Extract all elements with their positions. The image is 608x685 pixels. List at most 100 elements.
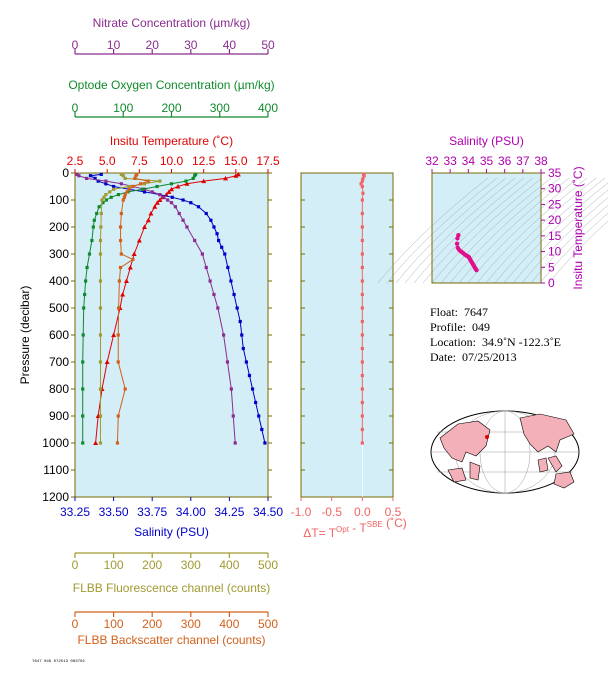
nitrate-point — [231, 414, 235, 418]
oxygen-axis-label: Optode Oxygen Concentration (µm/kg) — [68, 78, 274, 92]
nitrate-point — [212, 292, 216, 297]
nitrate-point — [158, 193, 162, 197]
nitrate-point — [150, 190, 154, 194]
fluorescence-point — [99, 225, 103, 229]
oxygen-point — [97, 205, 101, 209]
temperature-point — [127, 265, 133, 270]
backscatter-tick-label: 400 — [219, 617, 239, 631]
salinity-point — [204, 211, 208, 216]
backscatter-point — [122, 195, 127, 199]
salinity-point — [142, 190, 147, 194]
dt-point — [360, 360, 364, 364]
density-contour — [404, 177, 516, 284]
dt-point — [360, 373, 364, 378]
temperature-point — [104, 359, 110, 364]
dt-point — [360, 252, 364, 256]
density-contour — [431, 177, 543, 284]
dt-point — [360, 306, 364, 310]
backscatter-point — [116, 360, 120, 364]
oxygen-point — [104, 198, 108, 202]
fluorescence-point — [99, 211, 103, 216]
oxygen-point — [81, 441, 85, 445]
temperature-point — [223, 175, 229, 181]
temperature-tick-label: 12.5 — [192, 154, 216, 168]
dt-point — [360, 427, 364, 432]
density-contour — [440, 177, 552, 284]
salinity-tick-label: 34.25 — [214, 505, 244, 519]
backscatter-point — [118, 225, 123, 229]
nitrate-point — [77, 174, 81, 178]
temperature-tick-label: 7.5 — [131, 154, 148, 168]
nitrate-point — [229, 387, 233, 391]
nitrate-point — [233, 441, 237, 445]
oxygen-tick-label: 300 — [210, 101, 230, 115]
dt-axis-label-part: ΔT= T — [303, 526, 336, 540]
y-tick-label: 700 — [49, 355, 69, 369]
float-info: Float: 7647 Profile: 049 Location: 34.9˚… — [430, 305, 561, 365]
inset-title: Salinity (PSU) — [449, 134, 524, 148]
fluorescence-point — [127, 184, 131, 189]
oxygen-point — [81, 414, 85, 418]
nitrate-point — [173, 205, 177, 209]
nitrate-series — [75, 172, 237, 445]
density-contour — [422, 177, 534, 284]
backscatter-point — [118, 238, 123, 243]
nitrate-point — [162, 195, 166, 199]
density-contour — [413, 177, 525, 284]
backscatter-point — [123, 193, 127, 197]
oxygen-point — [83, 292, 87, 297]
inset-y-tick-label: 25 — [548, 197, 562, 211]
location-value: 34.9˚N -122.3˚E — [481, 335, 561, 349]
salinity-tick-label: 33.25 — [60, 505, 90, 519]
nitrate-point — [216, 306, 220, 310]
backscatter-point — [117, 279, 121, 283]
dt-point — [360, 346, 364, 351]
fluorescence-point — [98, 360, 103, 364]
oxygen-point — [81, 360, 85, 364]
temperature-point — [169, 186, 174, 192]
backscatter-point — [139, 182, 143, 186]
temperature-point — [184, 181, 190, 186]
backscatter-point — [121, 198, 125, 202]
oxygen-point — [92, 218, 96, 222]
salinity-point — [181, 198, 185, 202]
dt-point — [360, 184, 364, 189]
temperature-point — [201, 178, 207, 184]
backscatter-point — [119, 252, 123, 256]
backscatter-point — [125, 190, 129, 194]
backscatter-point — [117, 306, 121, 310]
nitrate-point — [181, 218, 185, 222]
salinity-point — [93, 176, 97, 180]
location-row: Location: 34.9˚N -122.3˚E — [430, 335, 561, 350]
fluorescence-point — [98, 414, 103, 418]
density-contour — [458, 177, 570, 284]
y-tick-label: 300 — [49, 247, 69, 261]
y-tick-label: 500 — [49, 301, 69, 315]
backscatter-point — [115, 441, 120, 445]
oxygen-point — [155, 184, 159, 189]
density-contour — [494, 177, 606, 284]
date-value: 07/25/2013 — [462, 350, 517, 364]
salinity-point — [189, 201, 193, 205]
salinity-point — [257, 414, 261, 418]
inset-y-tick-label: 5 — [548, 260, 555, 274]
density-contour — [503, 182, 608, 284]
dt-point — [360, 238, 364, 243]
temperature-tick-label: 17.5 — [256, 154, 280, 168]
profile-value: 049 — [472, 320, 490, 334]
delta-t-panel: -1.0 -0.5 0.0 0.5ΔT= TOpt - TSBE (˚C) — [291, 172, 407, 540]
density-contour — [476, 177, 588, 284]
nitrate-tick-label: 10 — [107, 38, 121, 52]
nitrate-tick-label: 30 — [184, 38, 198, 52]
salinity-point — [216, 238, 221, 243]
dt-point — [360, 441, 364, 445]
nitrate-tick-label: 40 — [223, 38, 237, 52]
inset-x-tick-label: 37 — [516, 154, 530, 168]
nitrate-point — [84, 176, 89, 180]
y-tick-label: 1200 — [42, 490, 69, 504]
temperature-point — [157, 197, 163, 202]
nitrate-point — [75, 172, 79, 176]
plot-background — [75, 173, 268, 497]
nitrate-axis-label: Nitrate Concentration (µm/kg) — [93, 16, 251, 30]
